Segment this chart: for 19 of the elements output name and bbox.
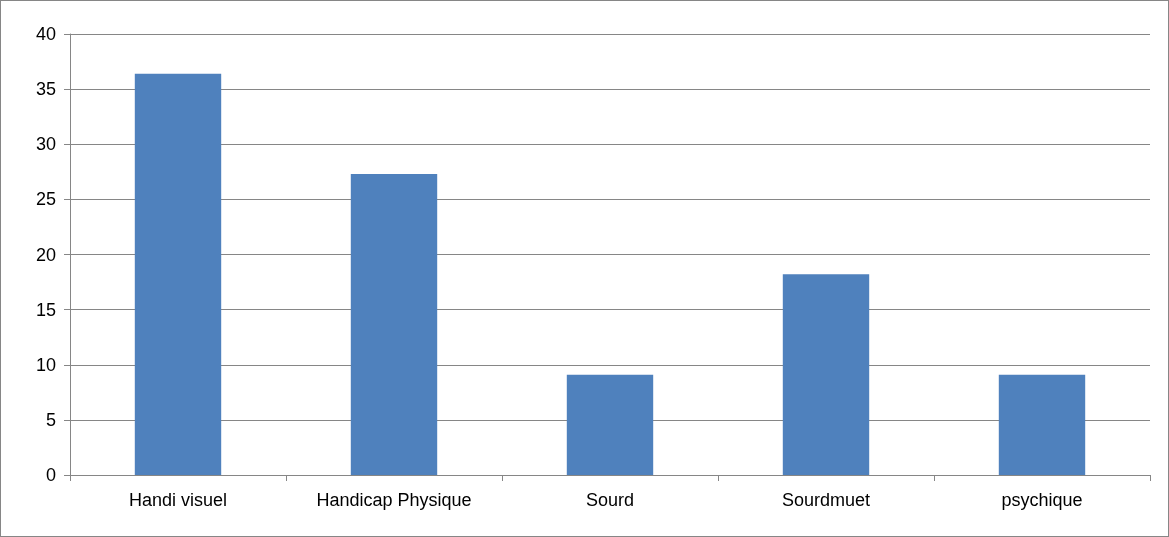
x-tick-label: Handi visuel bbox=[128, 490, 228, 510]
bar bbox=[566, 374, 654, 475]
bar bbox=[350, 174, 438, 475]
y-tick-label: 20 bbox=[35, 244, 56, 265]
y-tick-label: 0 bbox=[45, 465, 56, 485]
y-tick-label: 25 bbox=[35, 189, 56, 210]
y-tick-label: 35 bbox=[35, 79, 56, 100]
x-tick-label: Sourd bbox=[585, 490, 635, 510]
y-tick-label: 15 bbox=[35, 299, 56, 320]
bar bbox=[134, 73, 222, 475]
bar bbox=[998, 374, 1086, 475]
bar bbox=[782, 274, 870, 475]
y-tick-label: 30 bbox=[35, 134, 56, 155]
y-tick-label: 40 bbox=[35, 24, 56, 44]
y-tick-label: 5 bbox=[45, 409, 56, 430]
x-tick-label: Sourdmuet bbox=[781, 490, 871, 510]
x-tick-label: psychique bbox=[1001, 490, 1083, 510]
y-tick-label: 10 bbox=[35, 354, 56, 375]
x-tick-label: Handicap Physique bbox=[316, 490, 472, 510]
